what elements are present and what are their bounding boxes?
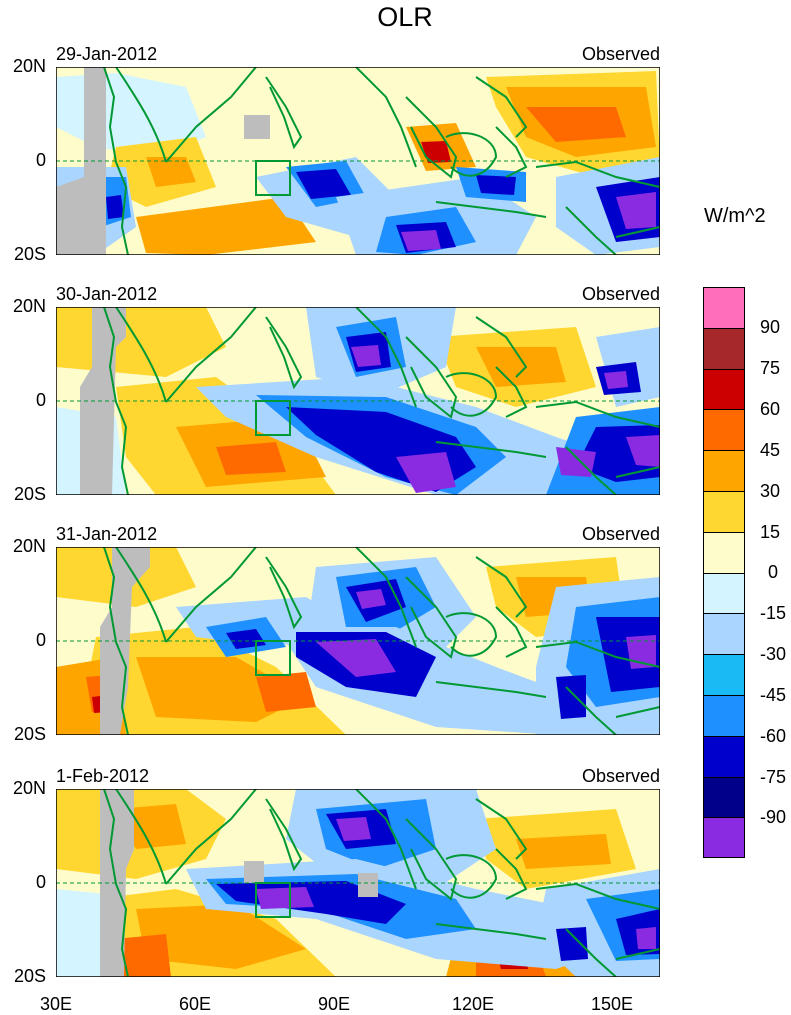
colorbar-label: 30 (760, 481, 781, 501)
panel-date: 1-Feb-2012 (56, 766, 150, 786)
colorbar-swatch (703, 327, 745, 369)
colorbar-label: -60 (760, 726, 787, 746)
colorbar-label: -75 (760, 767, 787, 787)
plot-title: OLR (377, 2, 433, 32)
lon-tick-label: 60E (178, 994, 212, 1014)
colorbar-label: 75 (760, 358, 781, 378)
panel-4: 1-Feb-2012 Observed 20N 0 20S (13, 766, 660, 986)
colorbar (703, 287, 745, 859)
colorbar-label: 0 (768, 562, 779, 582)
colorbar-label: -90 (760, 807, 787, 827)
panel-source-label: Observed (581, 284, 660, 304)
lat-tick-label: 0 (35, 150, 46, 170)
lat-tick-label: 20S (13, 966, 46, 986)
lon-tick-label: 90E (317, 994, 351, 1014)
panel-date: 29-Jan-2012 (56, 44, 158, 64)
colorbar-label: 45 (760, 440, 781, 460)
colorbar-swatch (703, 368, 745, 410)
olr-map-panel-1 (56, 67, 660, 255)
lat-tick-label: 20N (12, 536, 46, 556)
lat-tick-label: 0 (35, 630, 46, 650)
panel-date: 31-Jan-2012 (56, 524, 158, 544)
colorbar-label: -45 (760, 685, 787, 705)
colorbar-swatch (703, 776, 745, 818)
colorbar-label: 90 (760, 317, 781, 337)
panel-3: 31-Jan-2012 Observed 20N 0 20S (13, 524, 660, 744)
lat-tick-label: 20S (13, 724, 46, 744)
colorbar-label: -15 (760, 603, 787, 623)
colorbar-swatch (703, 817, 745, 859)
olr-map-panel-3 (56, 547, 660, 735)
colorbar-swatch (703, 735, 745, 777)
lat-tick-label: 0 (35, 390, 46, 410)
colorbar-swatch (703, 572, 745, 614)
lat-tick-label: 20S (13, 484, 46, 504)
colorbar-swatch (703, 654, 745, 695)
panel-source-label: Observed (581, 766, 660, 786)
lon-tick-label: 120E (451, 994, 495, 1014)
olr-map-panel-2 (56, 307, 660, 495)
panel-source-label: Observed (581, 44, 660, 64)
colorbar-label: 60 (760, 399, 781, 419)
colorbar-swatch (703, 450, 745, 491)
panel-date: 30-Jan-2012 (56, 284, 158, 304)
lat-tick-label: 20S (13, 244, 46, 264)
colorbar-label: 15 (760, 522, 781, 542)
colorbar-swatch (703, 490, 745, 532)
lat-tick-label: 20N (12, 296, 46, 316)
panel-source-label: Observed (581, 524, 660, 544)
panel-2: 30-Jan-2012 Observed 20N 0 20S (13, 284, 660, 504)
colorbar-swatch (703, 287, 745, 328)
lon-tick-label: 30E (39, 994, 73, 1014)
colorbar-swatch (703, 409, 745, 451)
units-label: W/m^2 (704, 205, 766, 227)
colorbar-swatch (703, 613, 745, 655)
colorbar-swatch (703, 694, 745, 736)
panel-1: 29-Jan-2012 Observed 20N 0 20S (13, 44, 660, 264)
lat-tick-label: 0 (35, 872, 46, 892)
colorbar-label: -30 (760, 644, 787, 664)
colorbar-swatch (703, 531, 745, 573)
lat-tick-label: 20N (12, 778, 46, 798)
lon-tick-label: 150E (590, 994, 634, 1014)
olr-map-panel-4 (56, 789, 660, 977)
lat-tick-label: 20N (12, 56, 46, 76)
